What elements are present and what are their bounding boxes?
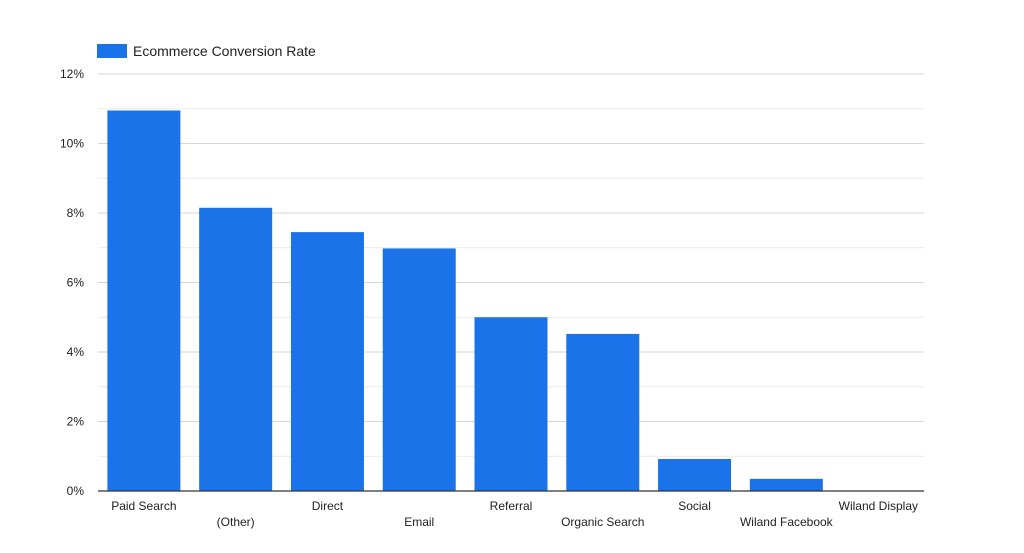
bar[interactable] <box>199 207 273 491</box>
legend-label: Ecommerce Conversion Rate <box>133 43 316 59</box>
bar[interactable] <box>290 232 364 492</box>
y-tick-label: 2% <box>67 415 85 429</box>
x-category-label: Wiland Facebook <box>740 515 834 529</box>
y-axis-tick-labels: 0% 2% 4% 6% 8% 10% 12% <box>60 67 84 498</box>
x-category-label: Direct <box>312 499 344 513</box>
y-tick-label: 10% <box>60 137 84 151</box>
bar[interactable] <box>658 459 732 491</box>
y-tick-label: 6% <box>67 276 85 290</box>
x-category-label: (Other) <box>217 515 255 529</box>
x-category-label: Organic Search <box>561 515 644 529</box>
bar[interactable] <box>107 110 181 492</box>
bar[interactable] <box>566 333 640 491</box>
y-tick-label: 8% <box>67 206 85 220</box>
x-category-label: Wiland Display <box>839 499 918 513</box>
bar[interactable] <box>474 317 548 491</box>
bar[interactable] <box>749 478 823 491</box>
y-tick-label: 12% <box>60 67 84 81</box>
x-category-label: Paid Search <box>111 499 176 513</box>
x-axis-category-labels: Paid Search (Other) Direct Email Referral Org… <box>111 499 918 529</box>
y-tick-label: 4% <box>67 345 85 359</box>
bars <box>107 110 823 492</box>
bar[interactable] <box>382 248 456 491</box>
x-category-label: Email <box>404 515 434 529</box>
x-category-label: Referral <box>490 499 533 513</box>
x-category-label: Social <box>678 499 711 513</box>
legend-swatch <box>97 44 127 58</box>
legend: Ecommerce Conversion Rate <box>97 43 316 59</box>
y-tick-label: 0% <box>67 484 85 498</box>
